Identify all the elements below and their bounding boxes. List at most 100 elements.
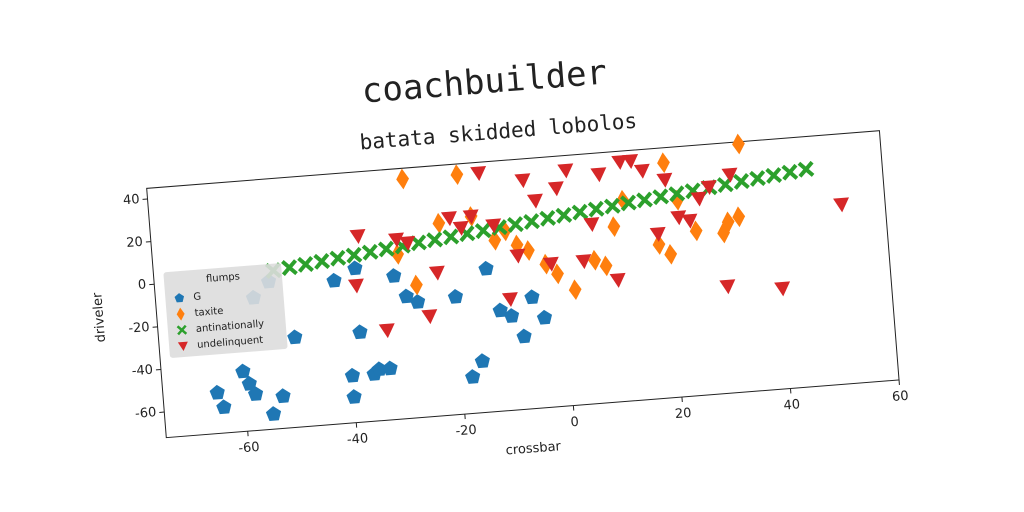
scatter-point	[547, 181, 564, 197]
scatter-point	[265, 406, 282, 421]
x-tick-label: -20	[455, 423, 477, 440]
scatter-point	[377, 240, 395, 258]
scatter-point	[391, 243, 405, 265]
legend-marker	[177, 341, 188, 351]
scatter-point	[352, 324, 368, 340]
x-axis-label: crossbar	[505, 439, 562, 458]
legend-label: undelinquent	[197, 335, 264, 351]
scatter-point	[571, 203, 589, 221]
scatter-point	[345, 246, 363, 264]
scatter-point	[452, 220, 469, 236]
scatter-point	[426, 231, 444, 249]
legend-box	[163, 263, 288, 358]
scatter-point	[209, 384, 225, 400]
scatter-point	[349, 229, 366, 245]
y-axis-label: driveler	[90, 291, 109, 343]
scatter-point	[587, 200, 605, 218]
scatter-point	[575, 254, 592, 270]
chart-title: coachbuilder	[360, 52, 608, 111]
x-tick-label: -40	[346, 431, 368, 448]
scatter-point	[551, 263, 564, 285]
legend-marker	[174, 293, 185, 303]
scatter-point	[681, 213, 698, 229]
scatter-point	[732, 133, 745, 155]
x-tick-label: 0	[570, 415, 579, 431]
scatter-point	[442, 228, 460, 246]
scatter-point	[652, 188, 670, 206]
y-tick-label: 0	[137, 277, 146, 293]
scatter-point	[609, 272, 626, 288]
scatter-point	[633, 163, 650, 179]
scatter-point	[432, 212, 446, 234]
scatter-point	[557, 163, 574, 179]
scatter-point	[398, 288, 414, 304]
scatter-point	[670, 210, 687, 226]
scatter-point	[347, 278, 364, 294]
scatter-point	[721, 211, 735, 233]
scatter-point	[507, 216, 524, 233]
y-tick-label: -60	[135, 405, 157, 422]
legend-label: antinationally	[195, 319, 264, 335]
chart-subtitle: batata skidded lobolos	[359, 109, 638, 155]
scatter-point	[241, 375, 257, 391]
scatter-point	[765, 167, 783, 184]
scatter-point	[652, 234, 666, 255]
scatter-point	[410, 234, 427, 252]
scatter-point	[732, 206, 746, 228]
scatter-point	[620, 194, 637, 212]
scatter-point	[599, 255, 613, 277]
scatter-point	[485, 218, 502, 234]
scatter-point	[501, 292, 518, 308]
scatter-point	[378, 323, 395, 339]
scatter-point	[399, 235, 416, 251]
scatter-point	[781, 163, 799, 181]
scatter-point	[382, 360, 398, 376]
scatter-point	[523, 213, 540, 230]
scatter-point	[797, 160, 815, 178]
scatter-point	[297, 256, 314, 273]
scatter-point	[326, 272, 342, 288]
scatter-point	[474, 222, 492, 240]
scatter-point	[539, 209, 557, 227]
scatter-point	[536, 309, 553, 325]
scatter-point	[749, 170, 766, 187]
scatter-point	[440, 211, 457, 227]
scatter-point	[371, 361, 387, 377]
scatter-point	[622, 154, 639, 169]
scatter-point	[555, 206, 573, 224]
scatter-point	[344, 367, 360, 383]
scatter-point	[396, 168, 410, 190]
scatter-point	[539, 253, 553, 275]
scatter-point	[447, 288, 463, 304]
scatter-point	[275, 388, 291, 404]
x-tick-label: 40	[783, 397, 801, 413]
scatter-point	[636, 191, 653, 209]
scatter-point	[526, 193, 543, 209]
plot-frame	[146, 130, 900, 439]
scatter-point	[329, 249, 347, 267]
y-tick-label: -40	[131, 363, 153, 380]
scatter-point	[247, 386, 264, 401]
y-tick-label: 40	[122, 192, 140, 208]
scatter-point	[361, 243, 379, 261]
x-tick-label: -60	[238, 440, 260, 457]
scatter-point	[542, 256, 559, 272]
scatter-point	[664, 243, 678, 265]
legend-marker	[176, 307, 185, 321]
scatter-point	[509, 248, 526, 264]
scatter-point	[492, 302, 508, 318]
scatter-point	[774, 281, 791, 297]
x-tick-label: 60	[892, 389, 910, 405]
scatter-point	[216, 399, 232, 415]
legend-label: G	[193, 291, 202, 303]
scatter-point	[833, 197, 850, 213]
scatter-point	[649, 226, 666, 242]
scatter-point	[287, 329, 303, 345]
scatter-point	[668, 185, 686, 203]
x-tick-label: 20	[674, 406, 692, 422]
legend-marker	[176, 324, 188, 336]
scatter-point	[470, 165, 487, 181]
scatter-point	[281, 259, 298, 276]
scatter-point	[409, 294, 426, 309]
scatter-point	[514, 173, 531, 189]
